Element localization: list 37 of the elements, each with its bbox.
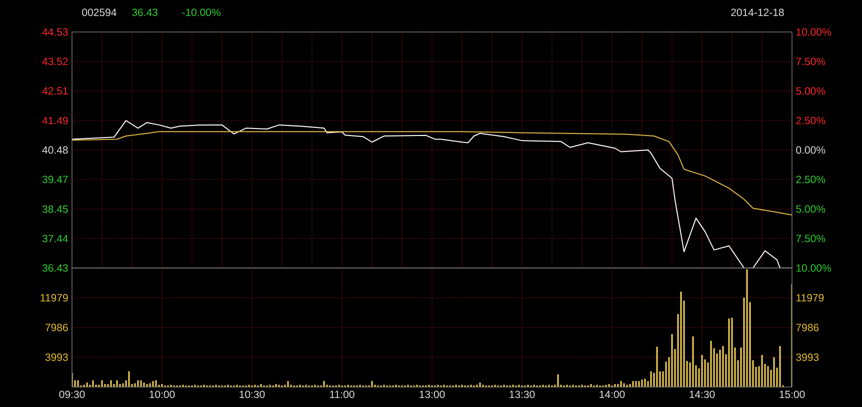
y2-tick-label: 7986 (796, 324, 819, 332)
text: 2014-12-18 (731, 8, 784, 16)
x-tick-label: 10:00 (150, 390, 175, 398)
y-tick-label: 38.45 (42, 205, 68, 213)
y-tick-label: 36.43 (42, 264, 68, 272)
x-tick-label: 14:30 (690, 390, 715, 398)
y-tick-label: 11979 (40, 294, 68, 302)
x-tick-label: 13:30 (510, 390, 535, 398)
y2-tick-label: 5.00% (796, 205, 826, 213)
x-tick-label: 10:30 (240, 390, 265, 398)
y-tick-label: 40.48 (42, 146, 68, 154)
y-tick-label: 43.52 (42, 58, 68, 66)
y-tick-label: 39.47 (42, 176, 68, 184)
y2-tick-label: 10.00% (796, 264, 831, 272)
y-tick-label: 44.53 (42, 28, 68, 36)
y2-tick-label: 7.50% (796, 234, 826, 242)
text: -10.00% (182, 8, 220, 16)
x-tick-label: 15:00 (780, 390, 805, 398)
y2-tick-label: 2.50% (796, 116, 826, 124)
y-tick-label: 42.51 (42, 87, 68, 95)
x-tick-label: 13:00 (420, 390, 445, 398)
y-tick-label: 37.44 (42, 234, 68, 242)
chart-title: 002594 (82, 8, 116, 16)
y2-tick-label: 3993 (796, 354, 819, 361)
y2-tick-label: 10.00% (796, 28, 831, 36)
x-tick-label: 14:00 (600, 390, 625, 398)
y2-tick-label: 7.50% (796, 58, 826, 66)
y2-tick-label: 11979 (796, 294, 824, 302)
y2-tick-label: 2.50% (796, 176, 826, 184)
y2-tick-label: 5.00% (796, 87, 826, 95)
y-tick-label: 7986 (45, 324, 68, 332)
y2-tick-label: 0.00% (796, 146, 826, 154)
x-tick-label: 11:00 (330, 390, 354, 398)
y-tick-label: 41.49 (42, 116, 68, 124)
y-tick-label: 3993 (45, 354, 68, 361)
text: 36.43 (132, 8, 158, 16)
x-tick-label: 09:30 (59, 390, 85, 398)
